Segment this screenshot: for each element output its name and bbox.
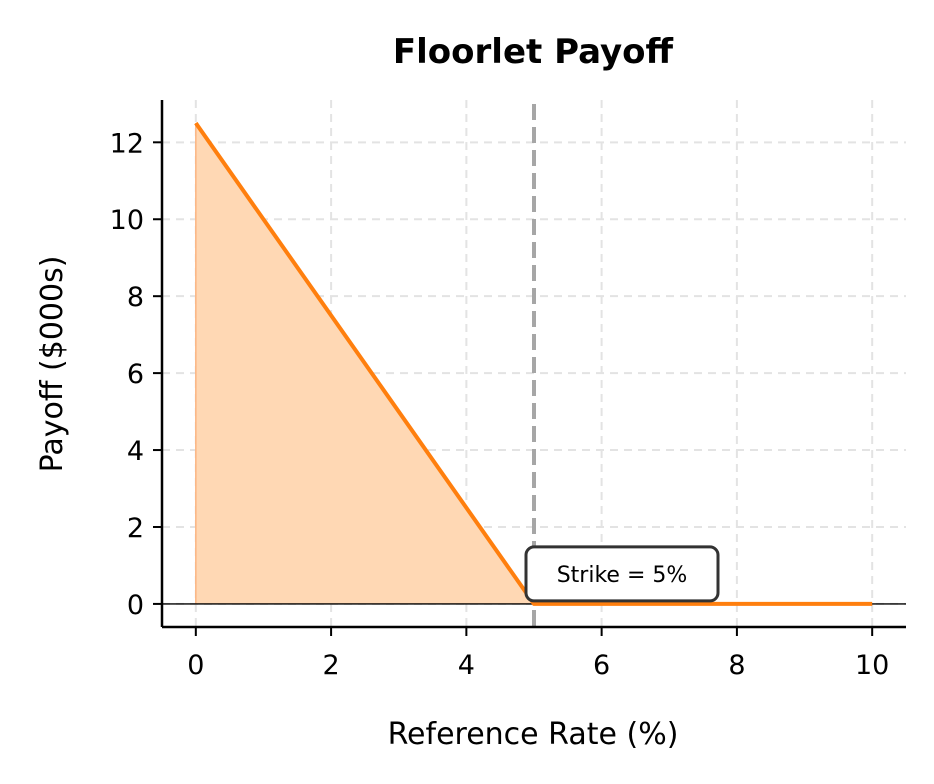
y-tick-label: 0 — [127, 590, 144, 621]
x-tick-label: 6 — [593, 650, 610, 681]
x-axis-label: Reference Rate (%) — [388, 717, 679, 752]
payoff-series — [194, 121, 873, 606]
y-tick-label: 2 — [127, 513, 144, 544]
x-tick-label: 4 — [458, 650, 475, 681]
y-tick-label: 8 — [127, 282, 144, 313]
strike-label-box — [524, 545, 720, 603]
payoff-area — [195, 123, 873, 604]
axes — [160, 100, 906, 629]
y-tick-label: 4 — [127, 436, 144, 467]
x-tick-label: 0 — [187, 650, 204, 681]
strike-label: Strike = 5% — [557, 563, 688, 588]
ticks: 0 2 4 6 8 10 0 2 4 6 8 10 12 — [110, 128, 890, 681]
y-tick-label: 12 — [110, 128, 144, 159]
y-tick-label: 6 — [127, 359, 144, 390]
x-tick-label: 10 — [855, 650, 889, 681]
payoff-line — [194, 121, 873, 606]
strike-annotation: Strike = 5% — [524, 545, 720, 603]
payoff-fill — [195, 123, 873, 604]
y-tick-label: 10 — [110, 205, 144, 236]
x-tick-label: 2 — [322, 650, 339, 681]
chart-title: Floorlet Payoff — [393, 32, 674, 72]
x-tick-label: 8 — [728, 650, 745, 681]
y-axis-label: Payoff ($000s) — [35, 256, 70, 473]
